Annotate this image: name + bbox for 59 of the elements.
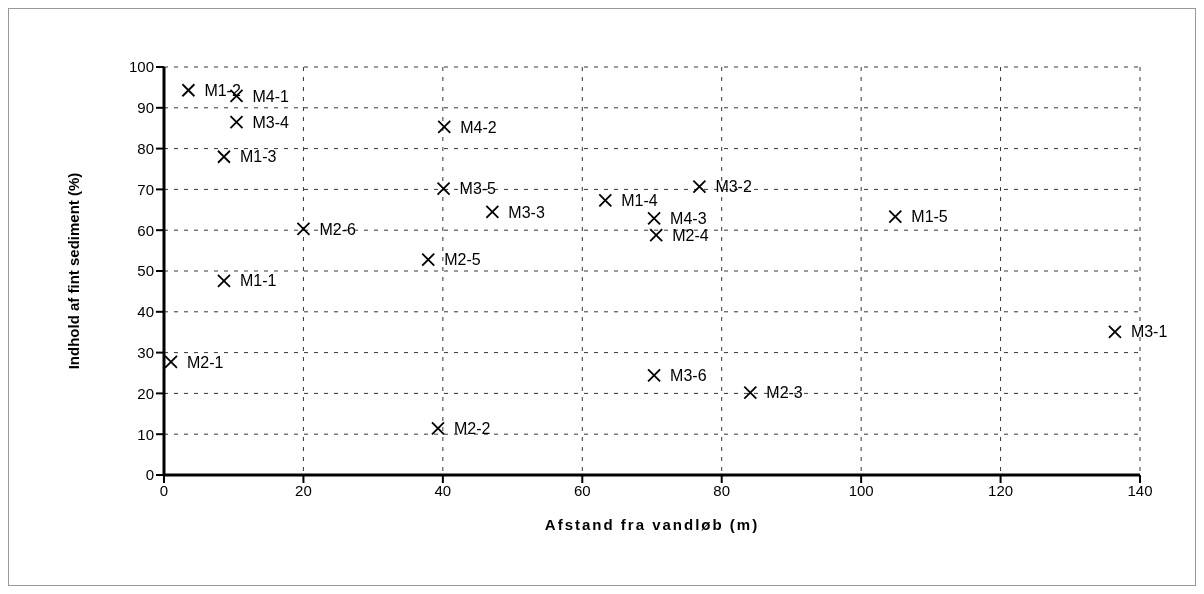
x-tick-label: 0 bbox=[159, 481, 169, 499]
x-tick-label: 100 bbox=[848, 481, 874, 499]
annotation: M2-1 bbox=[186, 353, 224, 371]
annotation: M2-6 bbox=[319, 220, 356, 238]
y-tick-label: 50 bbox=[137, 262, 154, 280]
point bbox=[421, 252, 436, 267]
point bbox=[647, 368, 661, 383]
point bbox=[485, 204, 500, 219]
annotation: M2-2 bbox=[453, 420, 491, 438]
point bbox=[437, 120, 452, 134]
y-tick-label: 80 bbox=[137, 139, 154, 157]
x-tick-label: 20 bbox=[295, 481, 312, 499]
annotation: M2-5 bbox=[444, 251, 481, 269]
x-tick-label: 140 bbox=[1127, 481, 1153, 499]
point bbox=[229, 115, 244, 129]
point bbox=[431, 421, 445, 436]
point bbox=[436, 181, 451, 196]
annotation: M3-1 bbox=[1130, 323, 1168, 341]
annotation: M4-2 bbox=[460, 118, 497, 136]
y-tick-label: 90 bbox=[137, 99, 154, 117]
annotation: M3-6 bbox=[670, 367, 707, 385]
x-tick-label: 40 bbox=[434, 481, 452, 499]
y-tick-label: 10 bbox=[137, 425, 154, 443]
point bbox=[647, 211, 661, 226]
annotation: M4-3 bbox=[670, 210, 707, 228]
point bbox=[181, 83, 196, 98]
annotation: M2-4 bbox=[672, 226, 709, 244]
point bbox=[888, 209, 903, 224]
annotation: M3-4 bbox=[252, 113, 290, 131]
y-tick-label: 60 bbox=[137, 221, 154, 239]
annotation: M3-5 bbox=[459, 180, 497, 198]
y-tick-label: 40 bbox=[137, 303, 154, 321]
x-tick-label: 60 bbox=[573, 481, 591, 499]
point bbox=[649, 228, 664, 242]
point bbox=[296, 222, 311, 236]
y-tick-label: 20 bbox=[137, 384, 154, 402]
x-axis-title: Afstand fra vandløb (m) bbox=[544, 516, 760, 533]
annotation: M1-1 bbox=[239, 272, 277, 290]
point bbox=[598, 193, 613, 208]
y-tick-label: 100 bbox=[128, 58, 154, 76]
annotation: M1-2 bbox=[204, 81, 241, 99]
annotation: M1-3 bbox=[239, 148, 277, 166]
point bbox=[692, 179, 707, 194]
annotation: M2-3 bbox=[766, 384, 803, 402]
point bbox=[217, 273, 231, 288]
point bbox=[217, 149, 231, 164]
annotation: M3-3 bbox=[508, 203, 545, 221]
y-tick-label: 30 bbox=[137, 343, 154, 361]
y-tick-label: 0 bbox=[145, 466, 154, 484]
y-axis-title: Indhold af fint sediment (%) bbox=[65, 172, 83, 370]
y-tick-label: 70 bbox=[137, 180, 154, 198]
annotation: M1-4 bbox=[621, 192, 658, 210]
x-tick-label: 80 bbox=[713, 481, 731, 499]
annotation: M4-1 bbox=[252, 87, 290, 105]
point bbox=[743, 385, 758, 400]
x-tick-label: 120 bbox=[988, 481, 1014, 499]
annotation: M1-5 bbox=[911, 208, 948, 226]
point bbox=[1108, 324, 1122, 339]
annotation: M3-2 bbox=[715, 178, 752, 196]
